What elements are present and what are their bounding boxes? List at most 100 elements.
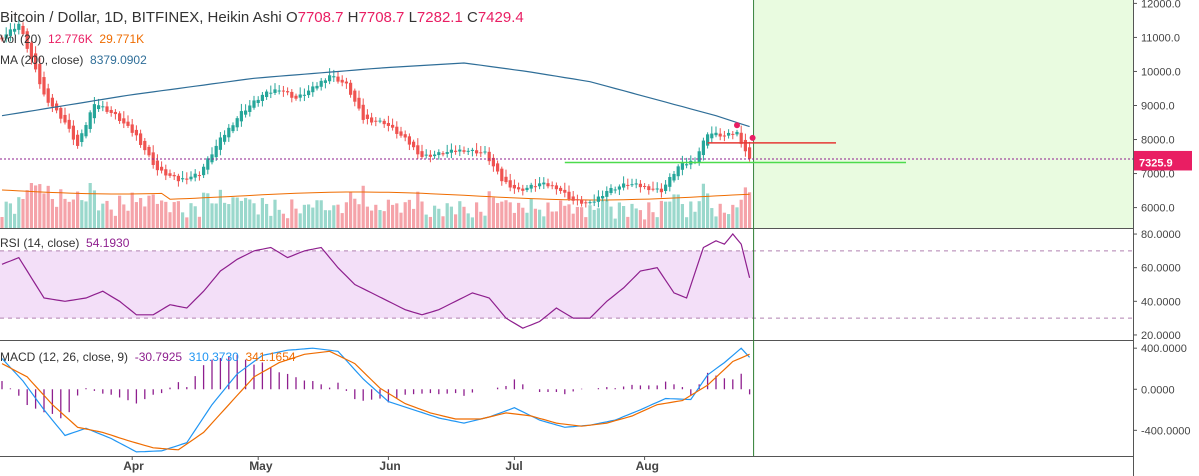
candle — [218, 132, 222, 156]
volume-bar — [601, 200, 605, 228]
volume-bar — [92, 190, 96, 228]
volume-bar — [542, 216, 546, 228]
candle — [42, 71, 46, 97]
volume-bar — [189, 203, 193, 228]
candle-body — [626, 184, 630, 186]
candle-body — [588, 202, 592, 204]
volume-bar — [273, 199, 277, 228]
volume-bar — [445, 203, 449, 228]
candle — [319, 77, 323, 91]
volume-bar — [735, 207, 739, 228]
candle — [609, 184, 613, 196]
candle-body — [399, 131, 403, 136]
candle — [286, 87, 290, 96]
candle-body — [378, 120, 382, 122]
candle-body — [487, 151, 491, 162]
candle — [748, 141, 752, 162]
price-axis-tick-label: 11000.0 — [1141, 32, 1180, 44]
volume-bar — [580, 207, 584, 228]
candle-body — [727, 132, 731, 136]
candle — [172, 172, 176, 181]
rsi-legend[interactable]: RSI (14, close) 54.1930 — [0, 236, 129, 250]
candle — [634, 178, 638, 189]
candle-body — [302, 94, 306, 96]
volume-bar — [424, 214, 428, 228]
time-axis-label: Apr — [123, 459, 144, 473]
candle-body — [113, 111, 117, 115]
volume-bar — [710, 208, 714, 228]
volume-bar — [46, 185, 50, 228]
volume-bar — [462, 206, 466, 228]
volume-bar — [706, 193, 710, 228]
macd-legend[interactable]: MACD (12, 26, close, 9) -30.7925 310.373… — [0, 350, 296, 364]
volume-bar — [433, 205, 437, 228]
candle — [479, 146, 483, 158]
volume-bar — [714, 216, 718, 228]
volume-bar — [517, 202, 521, 228]
volume-bar — [638, 210, 642, 228]
volume-bar — [592, 209, 596, 228]
candle-body — [664, 184, 668, 191]
volume-bar — [659, 200, 663, 228]
candle-body — [701, 140, 705, 156]
candle-body — [80, 133, 84, 143]
ma-legend[interactable]: MA (200, close) 8379.0902 — [0, 53, 147, 67]
volume-bar — [622, 206, 626, 228]
macd-signal-value: 341.1654 — [245, 350, 296, 364]
candle-body — [344, 81, 348, 84]
candle-body — [126, 121, 130, 126]
rsi-axis-tick-label: 20.0000 — [1141, 330, 1181, 342]
candle-body — [718, 133, 722, 137]
candle — [323, 78, 327, 89]
volume-bar — [420, 201, 424, 228]
volume-bar — [391, 204, 395, 228]
candle — [206, 156, 210, 175]
low-key: L — [408, 9, 417, 26]
volume-legend[interactable]: Vol (20) 12.776K 29.771K — [0, 32, 144, 46]
candle — [168, 169, 172, 178]
candle-body — [42, 77, 46, 95]
candle-body — [97, 105, 101, 110]
candle-body — [647, 186, 651, 191]
candle-body — [479, 152, 483, 154]
candle — [63, 107, 67, 125]
volume-bar — [634, 208, 638, 228]
candle — [659, 183, 663, 198]
volume-bar — [643, 219, 647, 228]
candle — [420, 144, 424, 159]
candle-body — [0, 37, 4, 40]
macd-label: MACD (12, 26, close, 9) — [0, 350, 129, 364]
volume-bar — [231, 197, 235, 228]
candle-body — [227, 127, 231, 138]
volume-bar — [252, 203, 256, 228]
volume-bar — [454, 214, 458, 228]
volume-bar — [319, 200, 323, 228]
candle — [231, 122, 235, 134]
candle — [109, 106, 113, 117]
candle-body — [130, 124, 134, 133]
volume-bar — [25, 190, 29, 228]
candle — [46, 83, 50, 107]
candle-body — [281, 90, 285, 92]
candle — [59, 105, 63, 124]
high-value: 7708.7 — [358, 9, 405, 26]
candle — [357, 90, 361, 111]
volume-bar — [550, 211, 554, 228]
candle — [475, 143, 479, 157]
volume-bar — [609, 206, 613, 228]
volume-bar — [302, 204, 306, 228]
volume-bar — [143, 206, 147, 228]
volume-bar — [680, 204, 684, 228]
level-price-label-bg — [1134, 154, 1192, 171]
candle — [147, 144, 151, 158]
candle-body — [298, 94, 302, 98]
candle-body — [290, 91, 294, 98]
candle-body — [374, 120, 378, 122]
volume-bar — [0, 217, 4, 228]
candle — [617, 184, 621, 196]
candle-body — [370, 117, 374, 123]
candle-body — [332, 76, 336, 78]
volume-bar — [504, 200, 508, 228]
candle — [701, 137, 705, 161]
